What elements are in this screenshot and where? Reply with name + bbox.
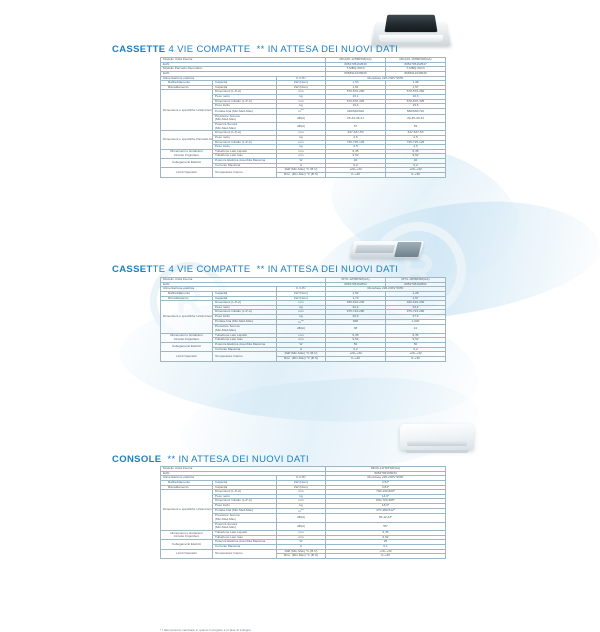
group-label-unita-interna: Dimensioni e specifiche Unità Interna	[160, 300, 213, 334]
value-potenza-sonora: 57	[325, 121, 387, 132]
group-label-limiti-operativi: Limiti Operativi	[160, 167, 213, 178]
section-title-rest: TE 4 VIE COMPATTE	[152, 264, 251, 275]
value-potenza-sonora: 59	[385, 121, 447, 132]
table-row: Pressione Sonora (Min-Med-Max) dB(A) 38 4…	[161, 324, 447, 334]
value-pressione-sonora: 29-35-40-43	[385, 113, 447, 124]
group-label-circuito-frigorifero: Dimensioni e limitazioni Circuito Frigori…	[160, 529, 213, 541]
spec-table-console: Modello Unità Interna MFA5-12HRFN8(GA) E…	[159, 466, 447, 559]
group-label-limiti-operativi: Limiti Operativi	[160, 351, 213, 362]
group-label-unita-interna: Dimensioni e specifiche Unità Interna	[160, 89, 213, 132]
datasheet-page: R R CASSETTE 4 VIE COMPATTE ** IN ATTESA…	[112, 8, 600, 632]
spec-table-cassette-2: Modello Unità Interna MTU-12HRFN8(GA) MT…	[159, 277, 447, 362]
unit-dba: dB(A)	[275, 121, 327, 132]
awaiting-data-note: ** IN ATTESA DEI NUOVI DATI	[167, 454, 310, 465]
group-label-limiti-operativi: Limiti Operativi	[160, 548, 213, 559]
section-title-strong: CASSET	[112, 264, 153, 275]
value-pressione-sonora: 38	[325, 324, 387, 334]
table-row: Risc. (Min-Max) °C (B.S) 0~+30 0~+30	[161, 172, 447, 178]
group-label-pannello-decorativo: Dimensioni e specifiche Pannello Decorat…	[160, 130, 213, 150]
value-temp-risc: 0~+30	[385, 355, 447, 362]
unit-temp-risc: Risc. (Min-Max) °C (B.S)	[275, 172, 327, 178]
section-title-console: CONSOLE ** IN ATTESA DEI NUOVI DATI	[112, 454, 309, 465]
table-row: Pressione Sonora (Min-Med-Max) dB(A) 25-3…	[161, 113, 447, 124]
page-footnote: * I dati possono cambiare in quanto il p…	[160, 628, 251, 632]
table-row: Risc. (Min-Max) °C (B.S) 0~+30 0~+30	[161, 355, 447, 362]
label-pressione-sonora: Pressione Sonora (Min-Med-Max)	[212, 113, 277, 124]
unit-dba: dB(A)	[275, 113, 327, 124]
section-title-cassette-2: CASSETTE 4 VIE COMPATTE ** IN ATTESA DEI…	[112, 264, 398, 275]
label-potenza-sonora: Potenza Sonora (Min-Med-Max)	[212, 121, 277, 132]
group-label-collegamenti-elettrici: Collegamenti Elettrici	[160, 539, 213, 550]
label-temperature-interne: Temperature Interne	[212, 351, 277, 362]
section-title-strong: CASSETTE	[112, 44, 166, 55]
section-title-cassette-1: CASSETTE 4 VIE COMPATTE ** IN ATTESA DEI…	[112, 44, 398, 55]
table-row: Dimensioni e specifiche Unità Interna Di…	[160, 489, 447, 531]
unit-temp-risc: Risc. (Min-Max) °C (B.S)	[275, 355, 327, 362]
value-pressione-sonora: 35-42-43*	[325, 513, 447, 523]
value-pressione-sonora: 25-33-36-41	[325, 113, 387, 124]
product-photo-console	[400, 424, 474, 458]
group-label-collegamenti-elettrici: Collegamenti Elettrici	[160, 341, 213, 353]
section-title-rest: 4 VIE COMPATTE	[165, 44, 251, 55]
value-pressione-sonora: 41	[385, 324, 447, 334]
value-temp-risc: 0~+30	[325, 355, 387, 362]
group-label-circuito-frigorifero: Dimensioni e limitazioni Circuito Frigori…	[160, 148, 213, 160]
awaiting-data-note: ** IN ATTESA DEI NUOVI DATI	[256, 44, 399, 55]
value-potenza-sonora: 55*	[325, 521, 447, 532]
group-label-unita-interna: Dimensioni e specifiche Unità Interna	[160, 489, 213, 531]
table-row: Potenza Sonora (Min-Med-Max) dB(A) 55*	[161, 521, 447, 532]
product-photo-cassette	[370, 8, 452, 56]
unit-dba: dB(A)	[275, 324, 327, 334]
unit-temp-risc: Risc. (Min-Max) °C (B.S)	[275, 553, 327, 559]
value-temp-risc: 0~+30	[325, 172, 387, 178]
table-row: Corrente Massima A 0,2 0,2	[161, 162, 447, 169]
table-row: Potenza Sonora (Min-Med-Max) dB(A) 57 59	[161, 121, 447, 132]
section-title-strong: CONSOLE	[112, 454, 162, 465]
group-label-circuito-frigorifero: Dimensioni e limitazioni Circuito Frigori…	[160, 332, 213, 344]
spec-table-cassette-1: Modello Unità Interna MCA3U-12HRFN8(GA) …	[159, 57, 447, 178]
product-photo-ducted	[349, 237, 425, 267]
unit-dba: dB(A)	[275, 521, 327, 532]
label-pressione-sonora: Pressione Sonora (Min-Med-Max)	[212, 324, 277, 334]
table-row: Dimensioni e specifiche Unità Interna Di…	[160, 89, 447, 132]
value-temp-risc: 0~+30	[385, 172, 447, 178]
awaiting-data-note: ** IN ATTESA DEI NUOVI DATI	[256, 264, 399, 275]
value-temp-risc: 0~+30	[325, 553, 447, 559]
group-label-collegamenti-elettrici: Collegamenti Elettrici	[160, 158, 213, 169]
unit-dba: dB(A)	[275, 513, 327, 523]
label-temperature-interne: Temperature Interne	[212, 548, 277, 559]
label-temperature-interne: Temperature Interne	[212, 167, 277, 178]
label-pressione-sonora: Pressione Sonora (Min-Med-Max)	[212, 513, 277, 523]
label-potenza-sonora: Potenza Sonora (Min-Med-Max)	[212, 521, 277, 532]
table-row: Risc. (Min-Max) °C (B.S) 0~+30	[161, 553, 447, 559]
